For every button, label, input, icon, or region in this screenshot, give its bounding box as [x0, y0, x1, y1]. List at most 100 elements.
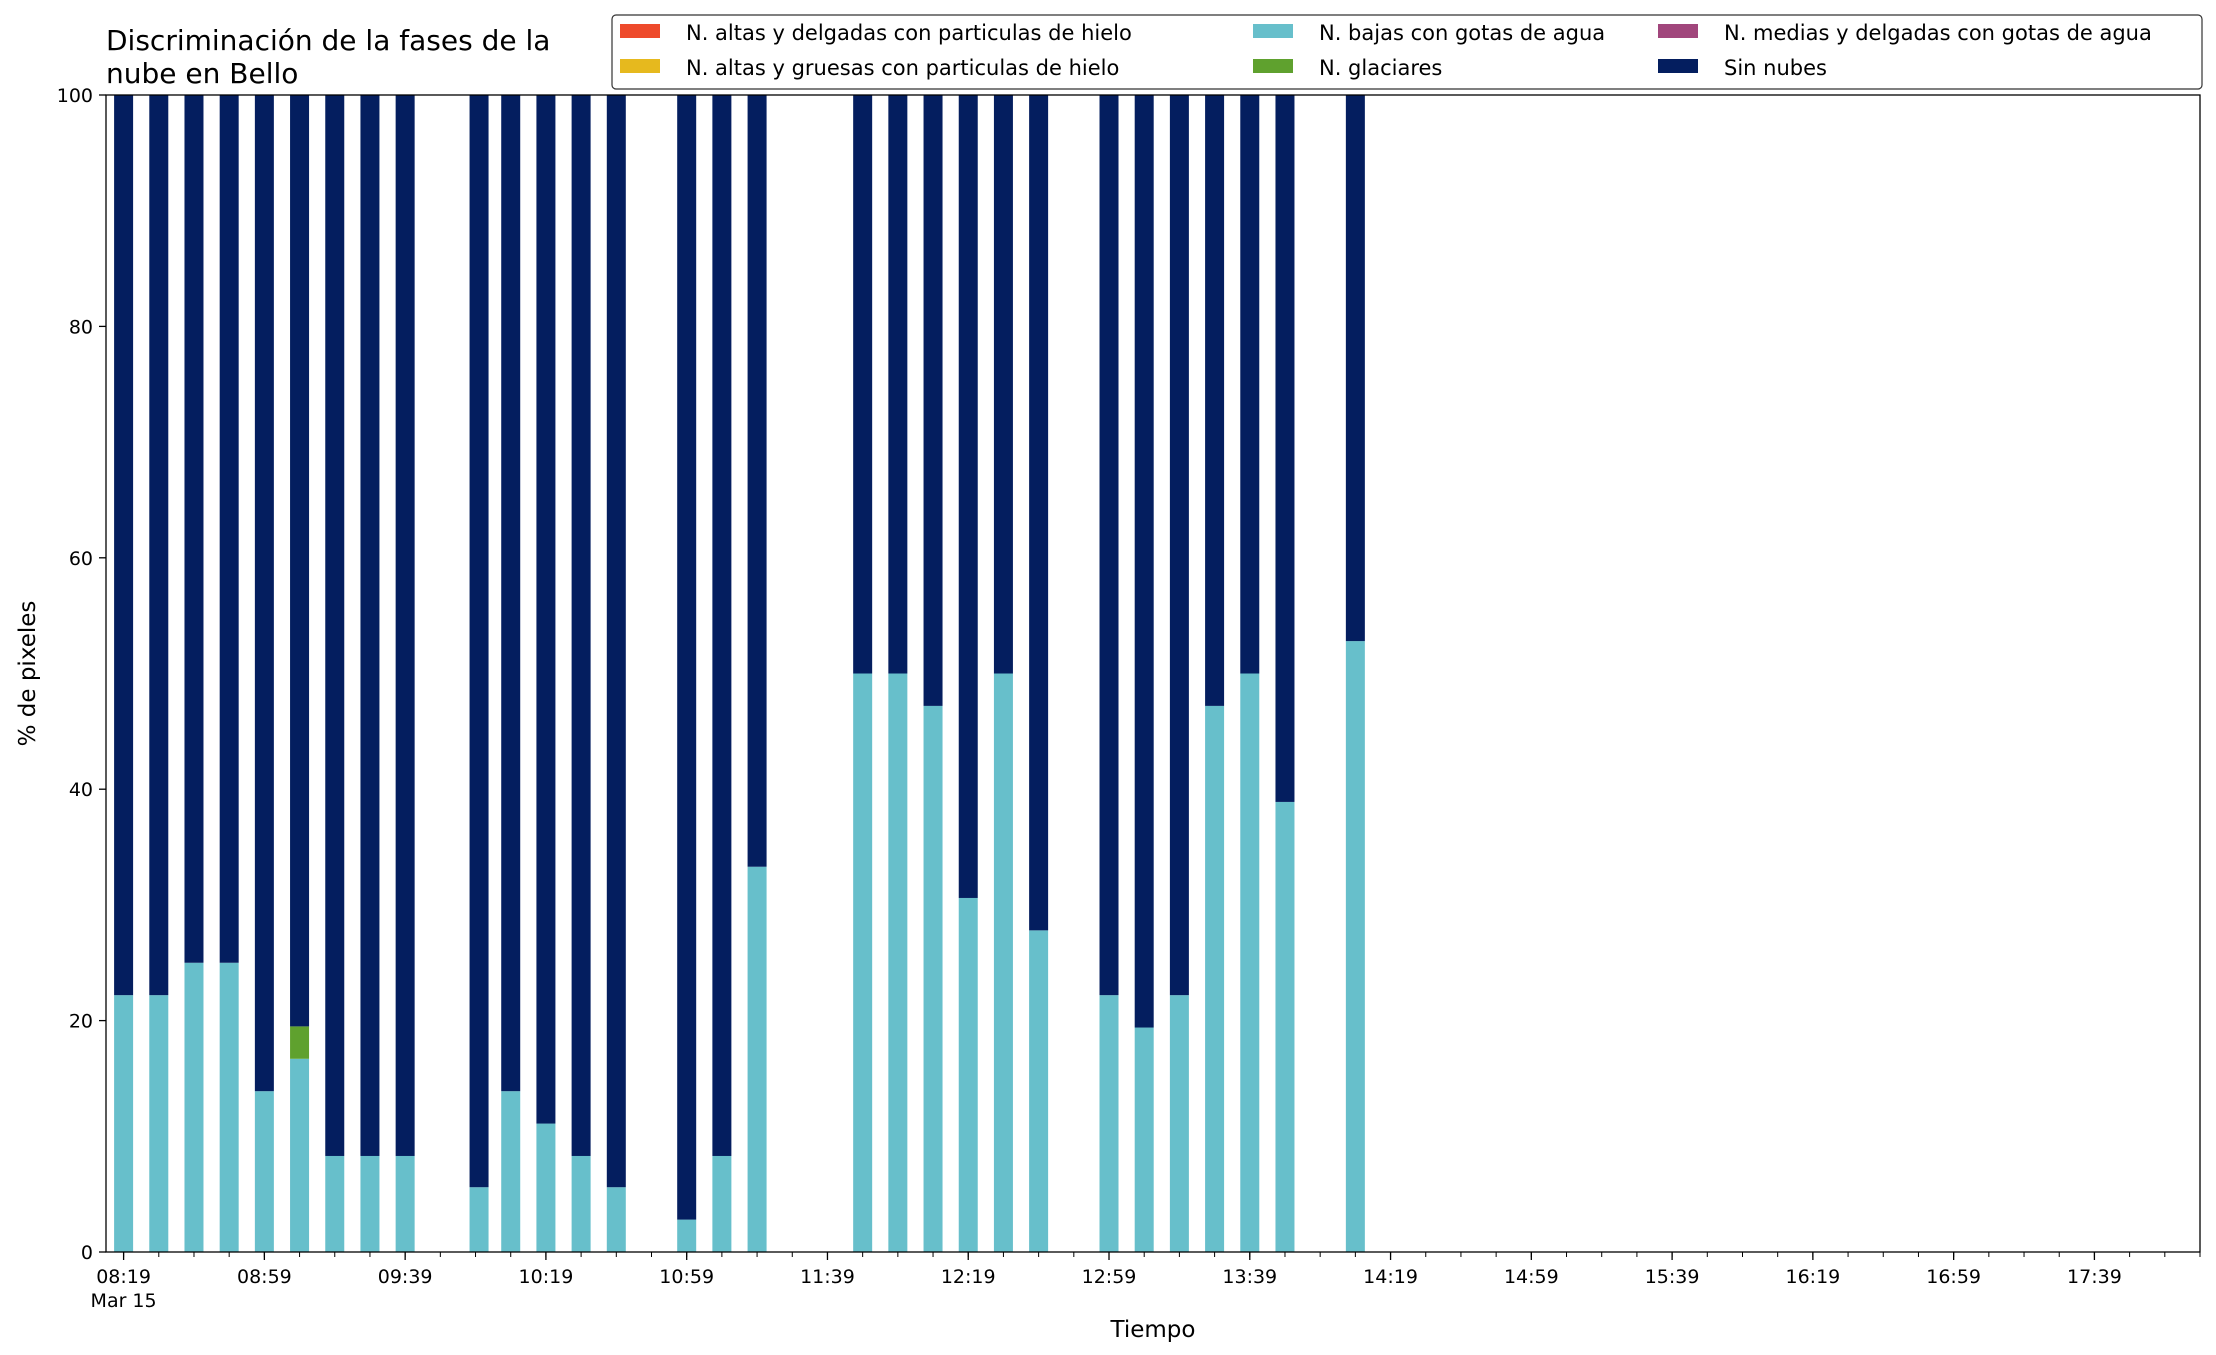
x-tick-label: 11:39 — [800, 1266, 855, 1288]
bar-segment-1149-s2 — [853, 673, 873, 1252]
bar-segment-1209-s5 — [923, 95, 943, 706]
chart-title-line: Discriminación de la fases de la — [106, 24, 550, 57]
bar-segment-0829-s2 — [149, 995, 169, 1252]
bar-segment-1219-s2 — [958, 897, 978, 1252]
y-tick-label: 60 — [69, 548, 93, 570]
bar-segment-1029-s2 — [571, 1155, 591, 1252]
bar-segment-1019-s5 — [536, 95, 556, 1124]
bar-segment-1349-s2 — [1275, 801, 1295, 1252]
legend-label: N. bajas con gotas de agua — [1319, 21, 1605, 45]
bar-segment-1309-s5 — [1134, 95, 1154, 1028]
bar-segment-1239-s5 — [1029, 95, 1049, 931]
bar-segment-0919-s2 — [325, 1155, 345, 1252]
legend-label: Sin nubes — [1724, 56, 1827, 80]
bar-segment-1119-s5 — [747, 95, 767, 867]
legend-swatch — [1658, 24, 1698, 38]
bar-segment-1259-s5 — [1099, 95, 1119, 996]
bar-segment-1159-s5 — [888, 95, 908, 674]
bar-segment-0839-s5 — [184, 95, 204, 963]
legend-swatch — [620, 24, 660, 38]
bar-segment-0849-s5 — [219, 95, 239, 963]
y-axis-label: % de pixeles — [15, 601, 41, 747]
legend-swatch — [620, 59, 660, 73]
bar-segment-1309-s2 — [1134, 1027, 1154, 1252]
x-tick-label: 12:59 — [1082, 1266, 1137, 1288]
bar-segment-1339-s2 — [1240, 673, 1260, 1252]
bar-segment-1209-s2 — [923, 705, 943, 1252]
bar-segment-1059-s5 — [677, 95, 697, 1220]
legend-swatch — [1658, 59, 1698, 73]
bar-segment-1059-s2 — [677, 1219, 697, 1252]
bar-segment-1009-s2 — [501, 1091, 521, 1252]
bar-segment-1000-s2 — [469, 1187, 489, 1252]
bar-segment-1039-s5 — [606, 95, 626, 1188]
bar-segment-1009-s5 — [501, 95, 521, 1092]
bar-segment-0909-s3 — [290, 1026, 310, 1059]
bar-segment-1329-s2 — [1205, 705, 1225, 1252]
bar-segment-1409-s2 — [1345, 641, 1365, 1252]
legend-label: N. altas y delgadas con particulas de hi… — [686, 21, 1132, 45]
y-tick-label: 100 — [57, 85, 93, 107]
legend-label: N. glaciares — [1319, 56, 1442, 80]
bar-segment-0919-s5 — [325, 95, 345, 1156]
legend-box — [611, 14, 2203, 90]
bar-segment-0909-s5 — [290, 95, 310, 1027]
x-tick-label: 14:59 — [1504, 1266, 1559, 1288]
bar-segment-0829-s5 — [149, 95, 169, 996]
bar-segment-1339-s5 — [1240, 95, 1260, 674]
plot-frame — [105, 94, 2201, 1253]
bar-segment-1019-s2 — [536, 1123, 556, 1252]
x-tick-label: 08:19 — [96, 1266, 151, 1288]
legend-swatch — [1253, 24, 1293, 38]
bar-segment-1000-s5 — [469, 95, 489, 1188]
y-tick-label: 0 — [81, 1242, 93, 1264]
bar-segment-0859-s2 — [254, 1091, 274, 1252]
x-tick-label: 16:59 — [1926, 1266, 1981, 1288]
bar-segment-1229-s2 — [993, 673, 1013, 1252]
x-tick-label: 16:19 — [1785, 1266, 1840, 1288]
x-tick-label: 08:59 — [237, 1266, 292, 1288]
y-tick-label: 20 — [69, 1011, 93, 1033]
x-tick-label: 13:39 — [1222, 1266, 1277, 1288]
bar-segment-1319-s5 — [1169, 95, 1189, 996]
legend-label: N. medias y delgadas con gotas de agua — [1724, 21, 2152, 45]
x-tick-label: 10:59 — [659, 1266, 714, 1288]
x-tick-label: 09:39 — [378, 1266, 433, 1288]
bar-segment-0939-s5 — [395, 95, 415, 1156]
y-tick-label: 80 — [69, 316, 93, 338]
x-tick-label: 12:19 — [941, 1266, 996, 1288]
bar-segment-1319-s2 — [1169, 995, 1189, 1252]
bar-segment-1239-s2 — [1029, 930, 1049, 1252]
bar-segment-1259-s2 — [1099, 995, 1119, 1252]
x-tick-label: 15:39 — [1645, 1266, 1700, 1288]
legend-swatch — [1253, 59, 1293, 73]
bar-segment-1119-s2 — [747, 866, 767, 1252]
x-tick-label: 10:19 — [519, 1266, 574, 1288]
bar-segment-1109-s2 — [712, 1155, 732, 1252]
bar-segment-0929-s5 — [360, 95, 380, 1156]
bar-segment-0929-s2 — [360, 1155, 380, 1252]
bar-segment-1109-s5 — [712, 95, 732, 1156]
bar-segment-1409-s5 — [1345, 95, 1365, 642]
x-tick-label: 14:19 — [1363, 1266, 1418, 1288]
chart-title-line: nube en Bello — [106, 57, 298, 90]
y-tick-label: 40 — [69, 779, 93, 801]
x-axis-label: Tiempo — [1110, 1317, 1196, 1343]
bar-segment-0819-s2 — [114, 995, 134, 1252]
bar-segment-1149-s5 — [853, 95, 873, 674]
x-tick-label: 17:39 — [2067, 1266, 2122, 1288]
bar-segment-1029-s5 — [571, 95, 591, 1156]
bar-segment-1219-s5 — [958, 95, 978, 898]
bar-segment-0939-s2 — [395, 1155, 415, 1252]
bar-segment-0819-s5 — [114, 95, 134, 996]
x-tick-sublabel: Mar 15 — [91, 1290, 157, 1312]
bar-segment-0839-s2 — [184, 962, 204, 1252]
bar-segment-0909-s2 — [290, 1058, 310, 1252]
bar-segment-1039-s2 — [606, 1187, 626, 1252]
bar-segment-0849-s2 — [219, 962, 239, 1252]
bar-segment-1329-s5 — [1205, 95, 1225, 706]
bar-segment-1349-s5 — [1275, 95, 1295, 802]
bar-segment-1229-s5 — [993, 95, 1013, 674]
